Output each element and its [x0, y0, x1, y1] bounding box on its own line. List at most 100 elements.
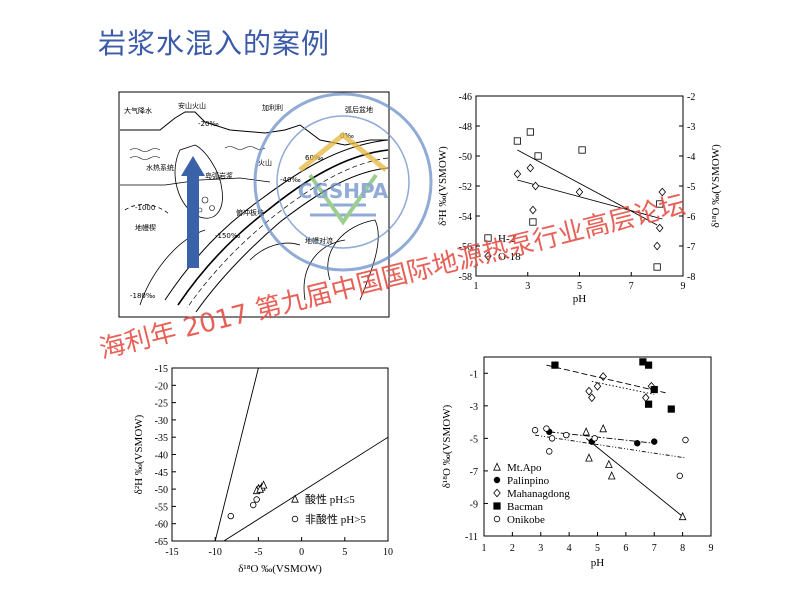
trend-line [585, 438, 683, 517]
y2-tick-label: -3 [687, 122, 695, 133]
data-point [678, 511, 687, 521]
surface-line [120, 111, 388, 146]
data-point [529, 205, 537, 215]
reference-line [223, 436, 389, 542]
data-point [526, 163, 535, 173]
x-tick-label: 8 [680, 543, 685, 554]
data-point [493, 488, 501, 498]
data-point [653, 263, 661, 271]
data-point [543, 425, 550, 432]
diagram-label: 弧后盆地 [345, 105, 373, 114]
y2-axis-label: δ¹⁸O ‰(VSMOW) [710, 144, 722, 228]
x-tick-label: -5 [254, 547, 262, 558]
data-point [650, 385, 658, 394]
diagram-label: 地幔楔 [135, 223, 156, 232]
slab-dash [186, 157, 389, 309]
y2-tick-label: -7 [687, 242, 695, 253]
data-point [658, 187, 667, 197]
fit-line [517, 149, 658, 226]
legend-label: Palinpino [507, 475, 550, 487]
x-tick-label: 10 [383, 547, 393, 558]
y-tick-label: -52 [459, 182, 472, 193]
data-point [526, 128, 534, 136]
diagram-label: -40‰ [280, 176, 301, 184]
legend-label: 非酸性 pH>5 [305, 512, 366, 526]
y-tick-label: -40 [155, 451, 168, 462]
x-tick-label: 0 [299, 547, 304, 558]
legend-label: H-2 [498, 233, 515, 245]
data-point [585, 386, 593, 396]
diagram-label: 大气降水 [124, 106, 152, 115]
x-tick-label: 3 [525, 281, 530, 292]
mantle-flow-4 [124, 204, 171, 216]
x-axis-label: pH [573, 293, 587, 305]
x-tick-label: 5 [595, 543, 600, 554]
data-point [667, 405, 675, 413]
data-point [546, 448, 553, 455]
fit-line [517, 179, 663, 220]
y-tick-label: -15 [155, 364, 168, 375]
data-point [551, 361, 559, 369]
x-tick-label: -15 [165, 547, 178, 558]
y-axis-label: δ²H ‰(VSMOW) [133, 414, 145, 494]
data-point [563, 431, 570, 439]
data-point [548, 435, 556, 442]
slab-mid [177, 149, 389, 306]
svg-text:CGSHPA: CGSHPA [298, 179, 389, 203]
data-point [656, 200, 664, 208]
legend-label: Onikobe [507, 514, 545, 526]
data-point [493, 476, 501, 484]
magma-water-arrow-head [181, 156, 205, 176]
data-point [513, 169, 522, 179]
trend-line [546, 364, 666, 394]
data-point [493, 462, 501, 471]
data-point [531, 427, 539, 434]
magma-water-arrow-shaft [187, 175, 199, 268]
data-point [513, 137, 522, 145]
legend-label: 酸性 pH≤5 [305, 492, 355, 506]
data-point [291, 515, 299, 523]
x-tick-label: -10 [209, 547, 222, 558]
diagram-label: 火山 [258, 158, 272, 167]
x-axis-label: δ¹⁸O ‰(VSMOW) [238, 563, 322, 575]
data-point [253, 496, 260, 503]
legend-label: O-18 [498, 251, 521, 263]
diagram-label: 地幔对流 [305, 236, 333, 245]
data-point [644, 361, 653, 369]
x-tick-label: 7 [652, 543, 657, 554]
legend-label: Mt.Apo [507, 462, 542, 474]
y-tick-label: -50 [459, 152, 472, 163]
data-point [676, 472, 683, 479]
x-tick-label: 3 [538, 543, 543, 554]
data-point [529, 218, 537, 226]
x-tick-label: 5 [577, 281, 582, 292]
data-point [593, 381, 602, 391]
data-point [250, 501, 257, 509]
y-tick-label: -54 [459, 212, 472, 223]
data-point [291, 494, 299, 503]
x-tick-label: 7 [629, 281, 634, 292]
diagram-label: 俯冲板块 [236, 208, 264, 217]
data-point [682, 436, 689, 444]
y-tick-label: -7 [470, 467, 478, 478]
data-point [493, 515, 501, 523]
page-title: 岩浆水混入的案例 [98, 27, 331, 60]
data-point [644, 400, 653, 408]
y-tick-label: -65 [155, 537, 168, 548]
y-tick-label: -25 [155, 399, 168, 410]
data-point [534, 152, 542, 160]
data-point [531, 181, 540, 191]
diagram-label: 加利利 [262, 103, 283, 112]
slab-bottom [195, 167, 389, 313]
data-point [227, 512, 234, 520]
y-tick-label: -11 [465, 532, 478, 543]
data-point [582, 427, 590, 436]
mantle-flow-2 [303, 239, 346, 301]
y-tick-label: -5 [470, 434, 478, 445]
diagram-label: -20‰ [198, 120, 219, 128]
diagram-label: 安山火山 [178, 101, 206, 110]
y-tick-label: -3 [470, 402, 478, 413]
y-tick-label: -56 [459, 242, 472, 253]
